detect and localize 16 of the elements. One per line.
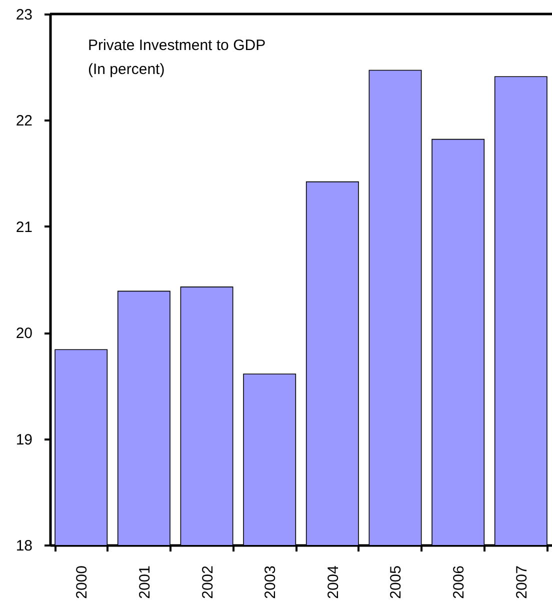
- y-tick-label: 21: [16, 218, 32, 236]
- x-tick-label: 2006: [450, 566, 468, 599]
- x-tick-label: 2002: [199, 566, 216, 599]
- x-tick-label: 2005: [388, 566, 405, 599]
- y-tick-label: 22: [16, 112, 32, 130]
- text: (In percent): [88, 61, 165, 78]
- x-tick-label: 2003: [262, 566, 280, 599]
- x-tick-label: 2000: [74, 566, 91, 599]
- x-tick-label: 2004: [324, 566, 342, 599]
- x-tick-label: 2001: [136, 566, 154, 599]
- y-tick-label: 23: [16, 6, 32, 24]
- y-tick-label: 20: [16, 325, 32, 342]
- y-tick-label: 19: [16, 431, 32, 448]
- x-tick-label: 2007: [513, 566, 530, 599]
- y-tick-label: 18: [16, 538, 32, 554]
- text: Private Investment to GDP: [88, 37, 266, 54]
